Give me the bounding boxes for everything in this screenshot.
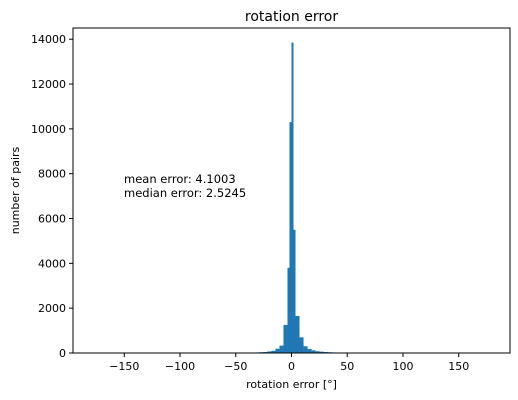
y-tick-label: 12000 — [31, 78, 66, 91]
histogram-bar — [263, 351, 268, 353]
x-tick-label: −100 — [165, 360, 195, 373]
histogram-bar — [311, 350, 316, 353]
histogram-bar — [275, 348, 280, 353]
histogram-bar — [267, 351, 272, 353]
mean-error-annotation: mean error: 4.1003 — [124, 172, 236, 186]
y-tick-label: 6000 — [38, 213, 66, 226]
histogram-bar — [291, 42, 294, 353]
histogram-bar — [323, 351, 328, 353]
y-tick-label: 10000 — [31, 123, 66, 136]
y-axis-label: number of pairs — [9, 146, 22, 234]
histogram-bar — [289, 122, 292, 353]
histogram-bars — [247, 42, 340, 353]
histogram-bar — [293, 229, 296, 353]
x-tick-label: −150 — [109, 360, 139, 373]
y-tick-label: 0 — [59, 347, 66, 360]
histogram-bar — [287, 267, 290, 353]
y-tick-label: 4000 — [38, 257, 66, 270]
x-axis-label: rotation error [°] — [246, 378, 337, 391]
histogram-bar — [279, 345, 284, 353]
histogram-bar — [295, 316, 300, 353]
y-tick-label: 14000 — [31, 33, 66, 46]
y-tick-label: 2000 — [38, 302, 66, 315]
histogram-bar — [315, 351, 320, 353]
x-tick-label: 50 — [340, 360, 354, 373]
chart-title: rotation error — [245, 9, 338, 25]
x-tick-label: 100 — [392, 360, 413, 373]
histogram-bar — [283, 324, 288, 353]
y-tick-label: 8000 — [38, 168, 66, 181]
x-tick-label: −50 — [224, 360, 247, 373]
histogram-bar — [299, 337, 304, 353]
histogram-bar — [303, 346, 308, 353]
x-tick-label: 0 — [288, 360, 295, 373]
y-axis-ticks: 0 2000 4000 6000 8000 10000 12000 14000 — [31, 33, 73, 360]
x-axis-ticks: −150 −100 −50 0 50 100 150 — [109, 353, 469, 373]
histogram-bar — [271, 350, 276, 353]
x-tick-label: 150 — [448, 360, 469, 373]
histogram-bar — [307, 348, 312, 353]
median-error-annotation: median error: 2.5245 — [124, 186, 246, 200]
histogram-bar — [319, 351, 324, 353]
